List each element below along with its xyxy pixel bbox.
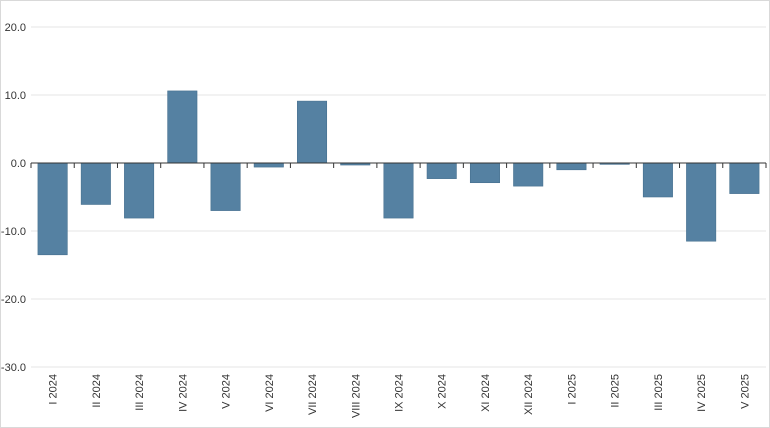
bar (167, 90, 198, 164)
y-tick-label: -10.0 (1, 226, 26, 238)
y-tick-label: 10.0 (5, 90, 26, 102)
bar (37, 162, 68, 256)
x-tick-label: V 2025 (739, 374, 751, 409)
bar (297, 100, 328, 164)
x-axis-ticks (30, 163, 767, 168)
x-axis-labels: I 2024 II 2024 III 2024 IV 2024 V 2024 VI 202… (48, 374, 752, 418)
x-tick-label: V 2024 (221, 374, 233, 409)
bars (37, 90, 760, 256)
y-tick-label: -30.0 (1, 362, 26, 374)
grid-lines (31, 26, 766, 368)
x-tick-label: III 2025 (653, 374, 665, 411)
bar (383, 162, 414, 219)
x-tick-label: II 2025 (610, 374, 622, 408)
bar (124, 162, 155, 219)
bar (729, 162, 760, 194)
bar (513, 162, 544, 187)
bar (642, 162, 673, 198)
y-tick-label: -20.0 (1, 294, 26, 306)
x-tick-label: VII 2024 (307, 374, 319, 415)
bar (80, 162, 111, 205)
bar (253, 162, 284, 168)
bar (469, 162, 500, 184)
x-tick-label: X 2024 (437, 374, 449, 409)
x-tick-label: IV 2024 (177, 374, 189, 412)
x-tick-label: XI 2024 (480, 374, 492, 412)
x-tick-label: II 2024 (91, 374, 103, 408)
x-tick-label: XII 2024 (523, 374, 535, 415)
bar (556, 162, 587, 171)
bar (426, 162, 457, 179)
x-tick-label: I 2024 (48, 374, 60, 405)
x-tick-label: VIII 2024 (350, 374, 362, 418)
y-axis-labels: 20.0 10.0 0.0 -10.0 -20.0 -30.0 (1, 22, 26, 374)
y-tick-label: 20.0 (5, 22, 26, 34)
bar (210, 162, 241, 211)
x-tick-label: VI 2024 (264, 374, 276, 412)
y-tick-label: 0.0 (11, 158, 26, 170)
x-tick-label: III 2024 (134, 374, 146, 411)
x-tick-label: I 2025 (566, 374, 578, 405)
x-tick-label: IX 2024 (394, 374, 406, 412)
bar (686, 162, 717, 242)
x-tick-label: IV 2025 (696, 374, 708, 412)
